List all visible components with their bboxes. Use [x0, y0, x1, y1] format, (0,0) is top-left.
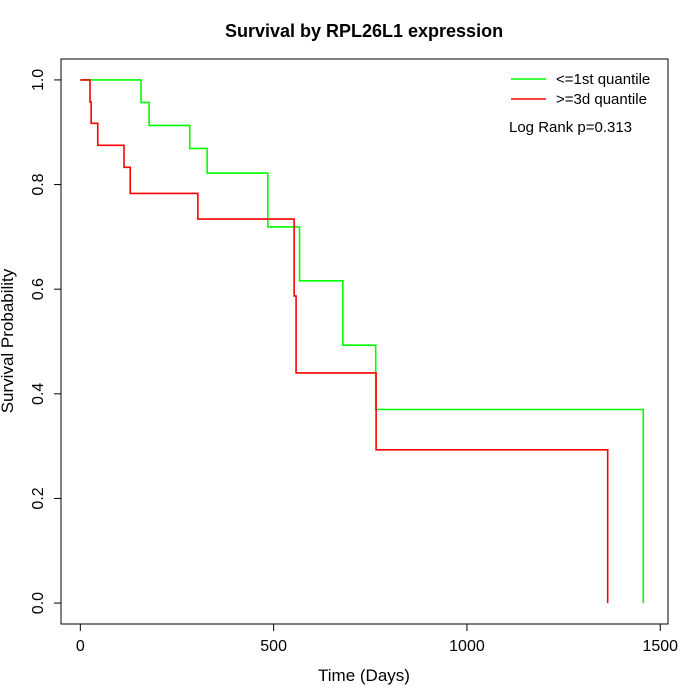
curve-high-expression — [80, 79, 609, 604]
y-axis: 0.0 0.2 0.4 0.6 0.8 1.0 — [30, 69, 62, 614]
plot-frame — [60, 58, 669, 625]
x-tick-label: 0 — [76, 638, 85, 655]
y-tick-label: 0.2 — [30, 487, 47, 509]
survival-curves — [80, 79, 645, 604]
legend-label-low: <=1st quantile — [556, 71, 650, 88]
x-tick-label: 1500 — [642, 638, 678, 655]
y-tick-label: 1.0 — [30, 69, 47, 91]
legend: <=1st quantile >=3d quantile — [511, 71, 650, 108]
y-tick-label: 0.4 — [30, 383, 47, 405]
y-axis-label: Survival Probability — [0, 268, 17, 413]
chart-title: Survival by RPL26L1 expression — [225, 21, 503, 41]
y-tick-label: 0.8 — [30, 173, 47, 195]
legend-label-high: >=3d quantile — [556, 91, 647, 108]
curve-low-expression — [80, 79, 645, 604]
x-axis-label: Time (Days) — [318, 666, 410, 685]
log-rank-annotation: Log Rank p=0.313 — [509, 119, 632, 136]
x-tick-label: 500 — [260, 638, 287, 655]
x-axis: 0 500 1000 1500 — [76, 623, 678, 655]
x-tick-label: 1000 — [449, 638, 485, 655]
y-tick-label: 0.0 — [30, 592, 47, 614]
y-tick-label: 0.6 — [30, 278, 47, 300]
